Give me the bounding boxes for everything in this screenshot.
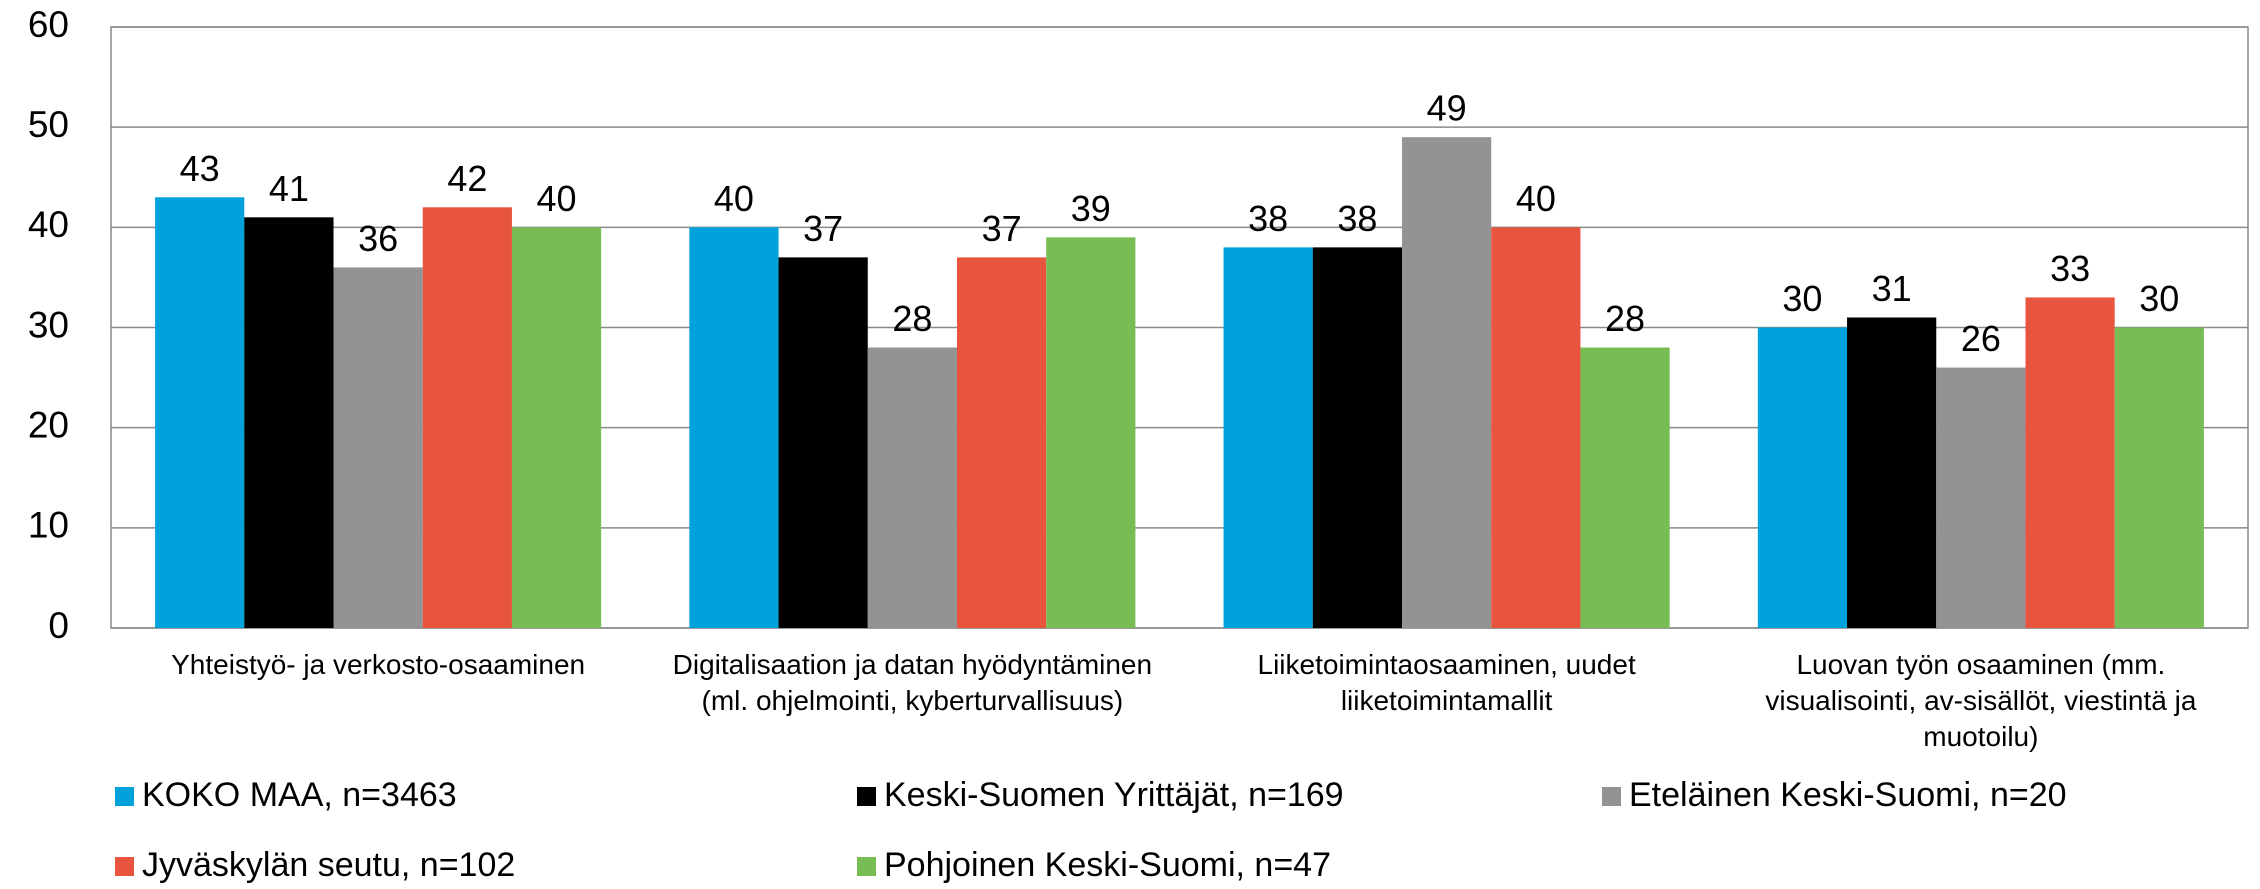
data-label: 28 bbox=[892, 298, 932, 339]
legend-swatch bbox=[115, 787, 134, 806]
legend-swatch bbox=[115, 857, 134, 876]
bar bbox=[778, 257, 868, 628]
x-tick-label: Liiketoimintaosaaminen, uudet liiketoimi… bbox=[1257, 649, 1636, 716]
bar bbox=[333, 267, 423, 628]
bar bbox=[1936, 367, 2026, 628]
data-label: 37 bbox=[803, 208, 843, 249]
legend-label: KOKO MAA, n=3463 bbox=[142, 776, 457, 814]
bar bbox=[1580, 347, 1670, 628]
data-label: 30 bbox=[2139, 278, 2179, 319]
bar bbox=[1046, 237, 1136, 628]
data-label: 36 bbox=[358, 218, 398, 259]
data-label: 41 bbox=[269, 168, 309, 209]
data-label: 40 bbox=[1516, 178, 1556, 219]
legend-label: Keski-Suomen Yrittäjät, n=169 bbox=[884, 776, 1344, 814]
y-tick-label: 50 bbox=[28, 104, 69, 145]
bar bbox=[1491, 227, 1581, 629]
y-tick-label: 10 bbox=[28, 505, 69, 546]
y-tick-label: 20 bbox=[28, 404, 69, 445]
data-label: 43 bbox=[180, 148, 220, 189]
plot-border bbox=[110, 26, 2249, 629]
bar bbox=[1402, 137, 1492, 628]
legend-label: Pohjoinen Keski-Suomi, n=47 bbox=[884, 846, 1331, 884]
y-tick-label: 60 bbox=[28, 4, 69, 45]
y-tick-label: 0 bbox=[48, 605, 69, 646]
data-label: 40 bbox=[537, 178, 577, 219]
bar bbox=[1757, 327, 1848, 628]
x-tick-label: Luovan työn osaaminen (mm. visualisointi… bbox=[1765, 649, 2197, 752]
data-label: 42 bbox=[447, 158, 487, 199]
bar bbox=[244, 217, 334, 629]
data-label: 31 bbox=[1872, 268, 1912, 309]
data-label: 33 bbox=[2050, 248, 2090, 289]
data-label: 28 bbox=[1605, 298, 1645, 339]
bar bbox=[1223, 247, 1313, 628]
data-label: 49 bbox=[1427, 88, 1467, 129]
legend-swatch bbox=[1602, 787, 1621, 806]
data-label: 37 bbox=[982, 208, 1022, 249]
bar bbox=[2025, 297, 2115, 628]
data-label: 38 bbox=[1337, 198, 1377, 239]
legend-swatch bbox=[857, 787, 876, 806]
data-label: 26 bbox=[1961, 318, 2001, 359]
bar bbox=[422, 207, 512, 629]
legend-label: Eteläinen Keski-Suomi, n=20 bbox=[1629, 776, 2067, 814]
y-tick-label: 40 bbox=[28, 204, 69, 245]
bar bbox=[689, 227, 779, 629]
data-label: 38 bbox=[1248, 198, 1288, 239]
legend-label: Jyväskylän seutu, n=102 bbox=[142, 846, 515, 884]
data-label: 40 bbox=[714, 178, 754, 219]
legend-swatch bbox=[857, 857, 876, 876]
data-label: 39 bbox=[1071, 188, 1111, 229]
bar bbox=[956, 257, 1047, 628]
bar bbox=[511, 227, 602, 629]
x-tick-label: Yhteistyö- ja verkosto-osaaminen bbox=[171, 649, 586, 680]
data-label: 30 bbox=[1782, 278, 1822, 319]
bar bbox=[867, 347, 957, 628]
x-tick-label: Digitalisaation ja datan hyödyntäminen (… bbox=[672, 649, 1153, 716]
bar bbox=[1847, 317, 1937, 628]
y-tick-label: 30 bbox=[28, 304, 69, 345]
bar bbox=[1312, 247, 1403, 628]
bar bbox=[2114, 327, 2204, 628]
bar bbox=[155, 197, 245, 629]
